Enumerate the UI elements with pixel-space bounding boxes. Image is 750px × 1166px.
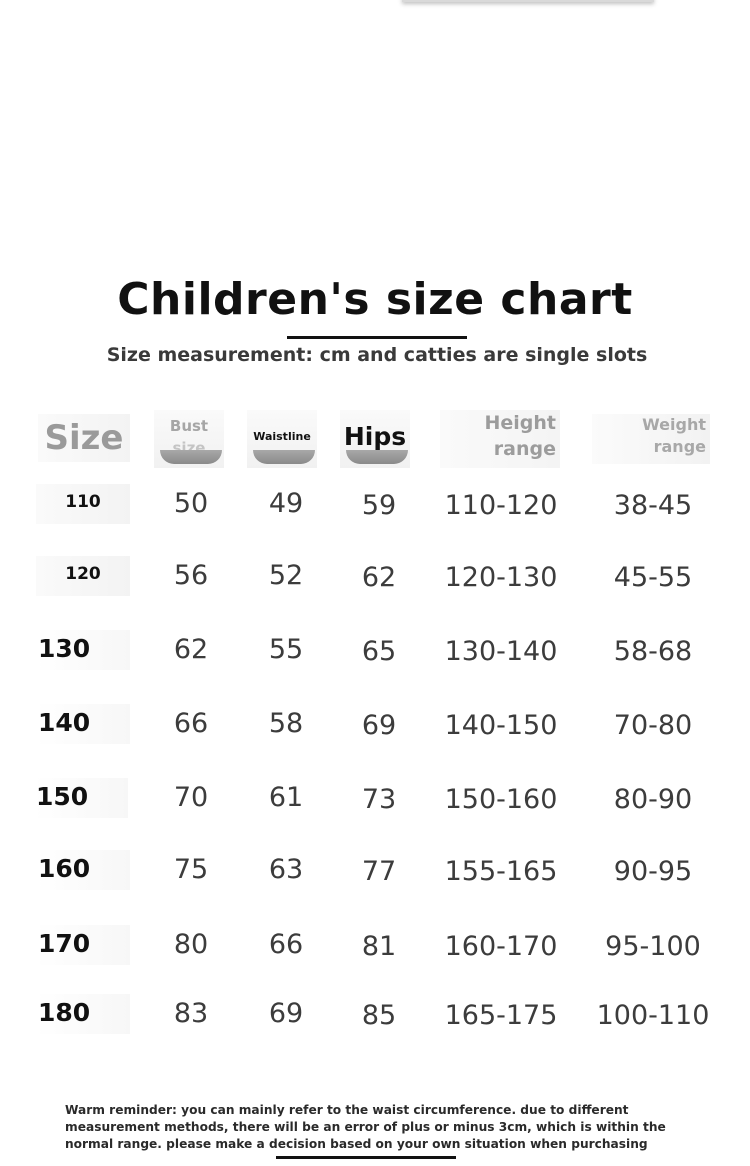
bust-cell: 75 [173,854,209,885]
hips-cell: 62 [361,562,397,593]
bust-cell: 83 [173,998,209,1029]
height-cell: 160-170 [444,931,558,962]
waist-cell: 58 [268,708,304,739]
header-bust: Bust size [154,410,224,468]
height-cell: 120-130 [444,562,558,593]
header-size: Size [38,414,130,462]
warm-reminder-text: Warm reminder: you can mainly refer to t… [65,1103,666,1151]
height-cell: 165-175 [444,1000,558,1031]
header-weight-line2: range [653,437,706,456]
header-waist-pill [253,450,315,464]
bust-cell: 70 [173,782,209,813]
size-cell: 130 [36,630,130,670]
hips-cell: 81 [361,931,397,962]
hips-cell: 85 [361,1000,397,1031]
weight-cell: 100-110 [596,1000,710,1031]
table-row: 150 70 61 73 150-160 80-90 [0,778,750,818]
height-cell: 155-165 [444,856,558,887]
header-hips-pill [346,450,408,464]
table-row: 170 80 66 81 160-170 95-100 [0,925,750,965]
size-cell: 140 [36,704,130,744]
table-row: 130 62 55 65 130-140 58-68 [0,630,750,670]
header-hips: Hips [340,410,410,468]
height-cell: 110-120 [444,490,558,521]
weight-cell: 80-90 [613,784,693,815]
waist-cell: 49 [268,488,304,519]
header-height-line1: Height [484,412,556,434]
table-row: 160 75 63 77 155-165 90-95 [0,850,750,890]
header-bust-pill [160,450,222,464]
header-height-line2: range [493,438,556,460]
hips-cell: 77 [361,856,397,887]
weight-cell: 70-80 [613,710,693,741]
page-subtitle: Size measurement: cm and catties are sin… [106,344,648,366]
waist-cell: 55 [268,634,304,665]
waist-cell: 66 [268,929,304,960]
hips-cell: 59 [361,490,397,521]
bottom-divider [276,1156,456,1159]
waist-cell: 63 [268,854,304,885]
size-cell: 170 [36,925,130,965]
page-title: Children's size chart [117,274,633,325]
height-cell: 130-140 [444,636,558,667]
weight-cell: 38-45 [613,490,693,521]
header-weight-line1: Weight [642,415,706,434]
waist-cell: 61 [268,782,304,813]
title-underline [287,336,467,339]
table-row: 110 50 49 59 110-120 38-45 [0,484,750,524]
top-divider [402,0,654,2]
header-waist-label: Waistline [253,430,311,443]
waist-cell: 52 [268,560,304,591]
table-row: 180 83 69 85 165-175 100-110 [0,994,750,1034]
weight-cell: 58-68 [613,636,693,667]
size-cell: 160 [36,850,130,890]
bust-cell: 80 [173,929,209,960]
size-cell: 110 [36,484,130,524]
weight-cell: 90-95 [613,856,693,887]
header-bust-label-2: size [172,439,206,452]
weight-cell: 95-100 [605,931,701,962]
header-hips-label: Hips [343,422,407,451]
size-cell: 180 [36,994,130,1034]
hips-cell: 73 [361,784,397,815]
weight-cell: 45-55 [613,562,693,593]
size-cell: 120 [36,556,130,596]
header-bust-label: Bust [169,417,209,435]
table-row: 140 66 58 69 140-150 70-80 [0,704,750,744]
size-cell: 150 [34,778,128,818]
table-row: 120 56 52 62 120-130 45-55 [0,556,750,596]
bust-cell: 50 [173,488,209,519]
bust-cell: 62 [173,634,209,665]
header-weight: Weight range [592,414,710,464]
hips-cell: 65 [361,636,397,667]
bust-cell: 56 [173,560,209,591]
header-waist: Waistline [247,410,317,468]
bust-cell: 66 [173,708,209,739]
height-cell: 150-160 [444,784,558,815]
header-height: Height range [440,410,560,468]
height-cell: 140-150 [444,710,558,741]
waist-cell: 69 [268,998,304,1029]
hips-cell: 69 [361,710,397,741]
